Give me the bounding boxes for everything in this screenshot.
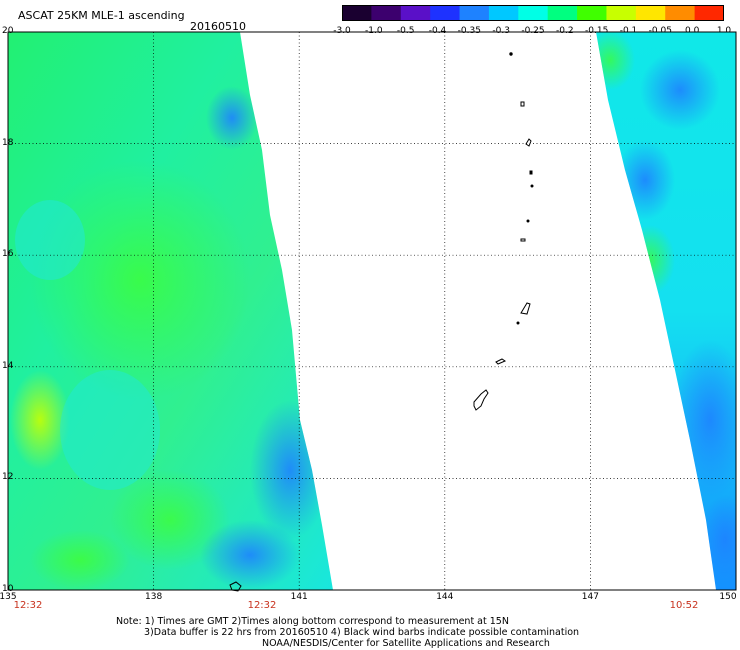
colorbar-gradient	[342, 5, 725, 21]
colorbar-tick-label: -0.15	[585, 26, 609, 36]
longitude-label: 150	[719, 592, 737, 602]
colorbar-segment	[400, 5, 431, 21]
colorbar-segment	[547, 5, 578, 21]
latitude-label: 10	[2, 584, 14, 594]
footer-note-2: 3)Data buffer is 22 hrs from 20160510 4)…	[144, 627, 580, 638]
colorbar-segment	[665, 5, 696, 21]
colorbar-tick-label: -0.5	[396, 26, 415, 36]
colorbar-tick-label: -0.05	[648, 26, 672, 36]
swath-time-2: 12:32	[247, 600, 277, 611]
colorbar-tick-label: 0.0	[684, 26, 700, 36]
map-frame	[7, 31, 737, 591]
colorbar-tick-label: -0.3	[492, 26, 510, 36]
longitude-label: 138	[145, 592, 163, 602]
colorbar-tick-label: -0.4	[428, 26, 447, 36]
map-title: ASCAT 25KM MLE-1 ascending	[18, 9, 185, 22]
colorbar-tick-label: 1.0	[716, 26, 732, 36]
longitude-label: 147	[581, 592, 599, 602]
colorbar-segment	[694, 5, 725, 21]
colorbar-tick-label: -0.35	[457, 26, 481, 36]
colorbar-segment	[577, 5, 607, 21]
footer-credit: NOAA/NESDIS/Center for Satellite Applica…	[262, 638, 550, 649]
longitude-label: 135	[0, 592, 17, 602]
island-outlines	[229, 52, 534, 592]
swath-time-1: 12:32	[13, 600, 43, 611]
colorbar	[342, 5, 725, 21]
latitude-label: 14	[2, 360, 14, 371]
colorbar-segment	[371, 5, 402, 21]
left-swath	[8, 32, 333, 590]
colorbar-tick-label: -0.25	[521, 26, 545, 36]
colorbar-segment	[459, 5, 490, 21]
longitude-label: 144	[436, 592, 454, 602]
latitude-label: 18	[2, 137, 14, 148]
colorbar-segment	[518, 5, 549, 21]
colorbar-segment	[606, 5, 637, 21]
colorbar-tick-label: -3.0	[333, 26, 351, 36]
colorbar-tick-label: -0.1	[619, 26, 638, 36]
map-date: 20160510	[190, 20, 246, 33]
longitude-label: 141	[290, 592, 308, 602]
footer-note-1: Note: 1) Times are GMT 2)Times along bot…	[116, 616, 509, 627]
latitude-label: 12	[2, 472, 14, 483]
swath-time-3: 10:52	[669, 600, 699, 611]
colorbar-segment	[430, 5, 461, 21]
colorbar-tick-label: -1.0	[365, 26, 383, 36]
colorbar-tick-label: -0.2	[556, 26, 574, 36]
latitude-label: 20	[2, 26, 14, 36]
colorbar-segment	[342, 5, 372, 21]
colorbar-segment	[635, 5, 666, 21]
colorbar-segment	[488, 5, 519, 21]
right-swath	[596, 32, 736, 590]
latitude-label: 16	[2, 249, 14, 260]
